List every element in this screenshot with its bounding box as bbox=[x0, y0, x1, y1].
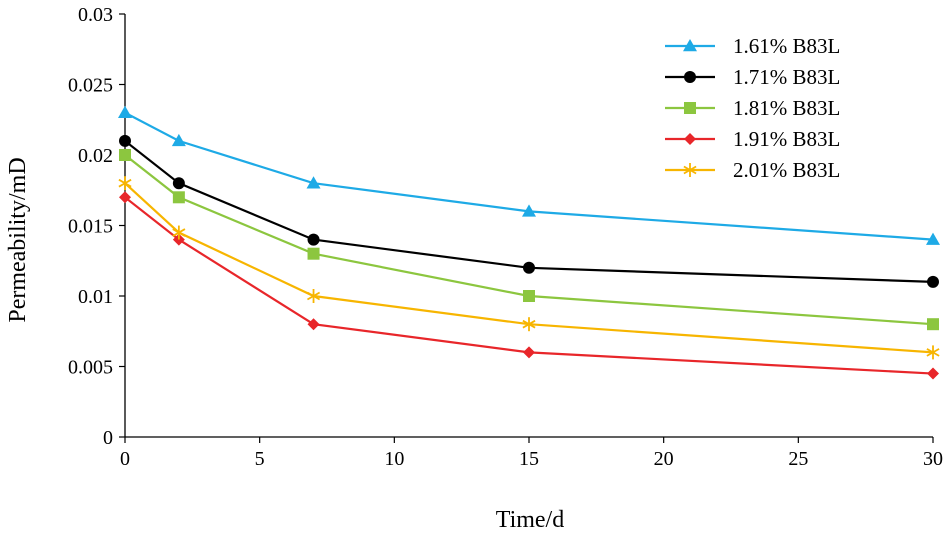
x-tick-label: 30 bbox=[923, 448, 943, 470]
data-point bbox=[172, 233, 185, 246]
diamond-marker bbox=[172, 233, 185, 246]
series-5 bbox=[118, 176, 940, 360]
square-marker bbox=[523, 290, 535, 302]
legend-label: 1.71% B83L bbox=[733, 65, 840, 89]
data-point bbox=[119, 191, 131, 204]
data-point bbox=[118, 176, 132, 191]
legend: 1.61% B83L 1.71% B83L 1.81% B83L 1.91% B83L… bbox=[665, 34, 840, 182]
y-tick-label: 0.025 bbox=[68, 75, 113, 97]
series-layer bbox=[118, 105, 940, 380]
triangle-marker bbox=[118, 105, 132, 118]
legend-label: 1.61% B83L bbox=[733, 34, 840, 58]
circle-marker bbox=[684, 71, 696, 83]
y-axis-title: Permeability/mD bbox=[5, 157, 31, 322]
triangle-marker bbox=[683, 39, 697, 52]
asterisk-stroke bbox=[172, 228, 186, 237]
square-marker bbox=[927, 318, 939, 331]
circle-marker bbox=[119, 134, 131, 147]
asterisk-stroke bbox=[926, 348, 940, 357]
asterisk-stroke bbox=[683, 165, 697, 175]
axes: 0 5 10 15 20 25 30 0 0.005 0.01 0.015 0.02 0.025 0.03 bbox=[68, 4, 943, 470]
series-1 bbox=[118, 105, 940, 245]
x-tick-label: 5 bbox=[255, 448, 265, 470]
asterisk-marker bbox=[306, 289, 321, 303]
circle-marker bbox=[523, 261, 535, 274]
triangle-marker bbox=[522, 204, 536, 217]
data-point bbox=[926, 345, 940, 360]
asterisk-marker bbox=[118, 176, 132, 191]
data-point bbox=[522, 204, 536, 217]
legend-entry: 1.71% B83L bbox=[665, 65, 840, 89]
diamond-marker bbox=[307, 318, 320, 331]
x-axis-title: Time/d bbox=[496, 507, 564, 533]
y-tick-label: 0.02 bbox=[78, 145, 113, 167]
circle-marker bbox=[927, 275, 939, 288]
legend-entry: 1.91% B83L bbox=[665, 127, 840, 151]
x-tick-label: 10 bbox=[384, 448, 404, 470]
square-marker bbox=[307, 247, 320, 260]
diamond-marker bbox=[119, 191, 131, 204]
triangle-marker bbox=[171, 133, 186, 147]
diamond-marker bbox=[684, 133, 696, 145]
x-tick-label: 15 bbox=[519, 448, 539, 470]
triangle-marker bbox=[306, 176, 321, 189]
series-3 bbox=[119, 149, 939, 331]
asterisk-marker bbox=[522, 317, 536, 332]
data-point bbox=[306, 176, 321, 189]
data-point bbox=[523, 290, 535, 302]
x-tick-label: 20 bbox=[654, 448, 674, 470]
data-point bbox=[307, 318, 320, 331]
asterisk-marker bbox=[926, 345, 940, 360]
data-point bbox=[523, 261, 535, 274]
asterisk-marker bbox=[683, 163, 697, 177]
data-point bbox=[307, 247, 320, 260]
legend-label: 1.91% B83L bbox=[733, 127, 840, 151]
data-point bbox=[172, 177, 185, 190]
legend-label: 1.81% B83L bbox=[733, 96, 840, 120]
data-point bbox=[172, 225, 186, 240]
triangle-marker bbox=[926, 232, 940, 245]
y-tick-label: 0.015 bbox=[68, 216, 113, 238]
legend-entry: 2.01% B83L bbox=[665, 158, 840, 182]
asterisk-stroke bbox=[306, 291, 321, 301]
data-point bbox=[522, 317, 536, 332]
data-point bbox=[119, 134, 131, 147]
legend-entry: 1.61% B83L bbox=[665, 34, 840, 58]
data-point bbox=[927, 318, 939, 331]
data-point bbox=[523, 346, 535, 359]
y-tick-label: 0.005 bbox=[68, 357, 113, 379]
diamond-marker bbox=[927, 367, 939, 380]
legend-label: 2.01% B83L bbox=[733, 158, 840, 182]
data-point bbox=[307, 233, 320, 246]
y-tick-label: 0.03 bbox=[78, 4, 113, 26]
legend-entry: 1.81% B83L bbox=[665, 96, 840, 120]
data-point bbox=[927, 367, 939, 380]
asterisk-marker bbox=[172, 225, 186, 240]
circle-marker bbox=[307, 233, 320, 246]
data-point bbox=[926, 232, 940, 245]
square-marker bbox=[172, 191, 185, 204]
asterisk-stroke bbox=[118, 178, 132, 188]
diamond-marker bbox=[523, 346, 535, 359]
square-marker bbox=[684, 102, 696, 114]
series-4 bbox=[119, 191, 939, 380]
data-point bbox=[118, 105, 132, 118]
x-tick-label: 0 bbox=[120, 448, 130, 470]
y-tick-label: 0.01 bbox=[78, 286, 113, 308]
data-point bbox=[927, 275, 939, 288]
data-point bbox=[119, 149, 131, 161]
series-2 bbox=[119, 134, 939, 288]
x-tick-label: 25 bbox=[788, 448, 808, 470]
square-marker bbox=[119, 149, 131, 161]
circle-marker bbox=[172, 177, 185, 190]
y-tick-label: 0 bbox=[103, 427, 113, 449]
asterisk-stroke bbox=[522, 319, 536, 329]
data-point bbox=[172, 191, 185, 204]
data-point bbox=[306, 289, 321, 303]
data-point bbox=[171, 133, 186, 147]
